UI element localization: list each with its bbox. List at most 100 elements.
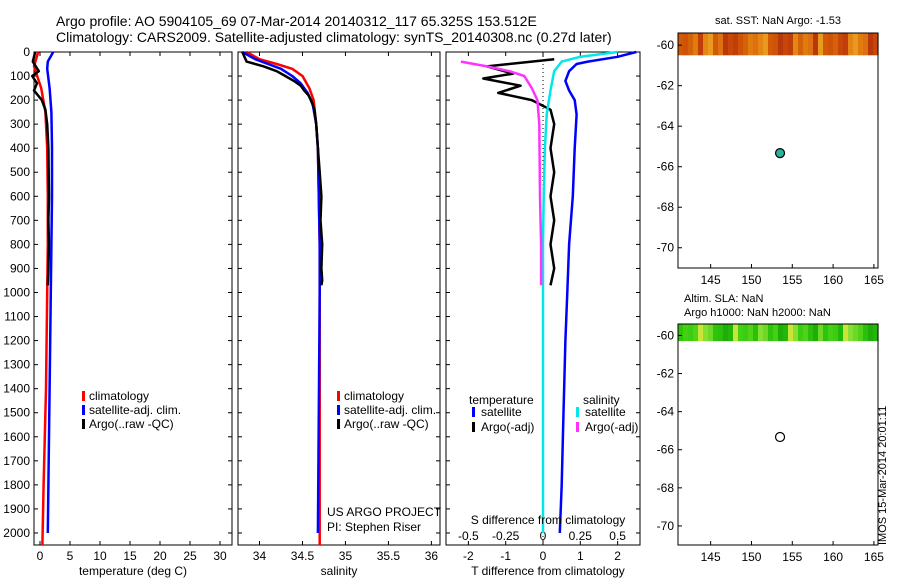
x-tick-label: -1 (500, 549, 511, 563)
strip-cell (848, 33, 854, 56)
argo-position-marker (774, 148, 786, 159)
sst-xticks: 145 150 155 160 165 (701, 264, 884, 287)
x-tick-label: 2 (614, 549, 621, 563)
strip-cell (748, 324, 754, 342)
strip-cell (743, 33, 749, 56)
strip-cell (758, 33, 764, 56)
difference-yticks (446, 51, 640, 534)
strip-cell (678, 33, 684, 56)
strip-cell (798, 33, 804, 56)
strip-cell (728, 324, 734, 342)
x-tick-label: 15 (123, 549, 137, 563)
legend-swatch (82, 391, 85, 401)
header-line-1: Argo profile: AO 5904105_69 07-Mar-2014 … (56, 13, 537, 29)
lon-tick-label: 160 (823, 550, 843, 564)
lat-tick-label: -68 (657, 481, 675, 495)
sst-map: sat. SST: NaN Argo: -1.53 -60-62-64-66-6… (657, 15, 885, 287)
lon-tick-label: 165 (864, 550, 884, 564)
legend-label: satellite (481, 405, 522, 419)
depth-tick-label: 1200 (3, 334, 30, 348)
strip-cell (833, 324, 839, 342)
legend-label: climatology (344, 389, 404, 403)
legend-label: Argo(-adj) (585, 420, 638, 434)
legend-swatch (337, 391, 340, 401)
sla-strip (677, 323, 879, 546)
strip-cell (733, 324, 739, 342)
strip-cell (833, 33, 839, 56)
depth-tick-label: 100 (10, 69, 30, 83)
strip-cell (873, 33, 879, 56)
strip-cell (748, 33, 754, 56)
strip-cell (683, 33, 689, 56)
temperature-panel: 0100200300400500600700800900100011001200… (3, 45, 233, 578)
strip-cell (783, 324, 789, 342)
strip-cell (853, 33, 859, 56)
strip-cell (718, 33, 724, 56)
strip-cell (828, 324, 834, 342)
imos-credit: IMOS 15-Mar-2014 20:01:11 (877, 406, 889, 545)
x-tick-label: 35.5 (377, 549, 401, 563)
strip-cell (723, 324, 729, 342)
difference-xticks: -2 -1 0 1 2 (463, 52, 621, 563)
legend-label: satellite-adj. clim. (89, 403, 181, 417)
legend-swatch (337, 405, 340, 415)
sst-marker (774, 148, 786, 159)
x-tick-label: 30 (213, 549, 227, 563)
temperature-lines (30, 51, 55, 546)
x-tick-label: 35 (339, 549, 353, 563)
strip-cell (688, 324, 694, 342)
strip-cell (738, 324, 744, 342)
depth-tick-label: 200 (10, 93, 30, 107)
series-line (541, 50, 618, 533)
strip-cell (873, 324, 879, 342)
strip-cell (818, 324, 824, 342)
legend-swatch (472, 407, 475, 417)
strip-cell (773, 33, 779, 56)
strip-cell (798, 324, 804, 342)
x-tick-label: 1 (577, 549, 584, 563)
depth-tick-label: 400 (10, 141, 30, 155)
legend-label: Argo(..raw -QC) (344, 417, 429, 431)
strip-cell (683, 324, 689, 342)
salinity-frame (237, 51, 441, 546)
strip-cell (693, 324, 699, 342)
legend-swatch (337, 419, 340, 429)
lat-tick-label: -68 (657, 200, 675, 214)
x-tick-label: 0 (37, 549, 44, 563)
x-tick-label: 5 (67, 549, 74, 563)
lat-tick-label: -64 (657, 119, 675, 133)
strip-cell (788, 324, 794, 342)
depth-tick-label: 700 (10, 213, 30, 227)
sla-yticks: -60 -62 -64 -66 -68 -70 (657, 328, 682, 533)
strip-cell (813, 33, 819, 56)
lon-tick-label: 160 (823, 273, 843, 287)
strip-cell (818, 33, 824, 56)
strip-cell (688, 33, 694, 56)
strip-cell (728, 33, 734, 56)
difference-lines (460, 50, 637, 545)
legend-label: Argo(-adj) (481, 420, 534, 434)
strip-cell (698, 324, 704, 342)
salinity-yticks (238, 51, 440, 534)
strip-cell (703, 324, 709, 342)
sla-xticks: 145 150 155 160 165 (701, 541, 884, 564)
lat-tick-label: -62 (657, 79, 675, 93)
sst-title: sat. SST: NaN Argo: -1.53 (715, 15, 841, 27)
strip-cell (743, 324, 749, 342)
lat-tick-label: -70 (657, 519, 675, 533)
legend-label: satellite-adj. clim. (344, 403, 436, 417)
strip-cell (718, 324, 724, 342)
strip-cell (753, 33, 759, 56)
strip-cell (843, 33, 849, 56)
lat-tick-label: -60 (657, 328, 675, 342)
lat-tick-label: -64 (657, 405, 675, 419)
strip-cell (698, 33, 704, 56)
sst-strip (677, 32, 879, 269)
s-tick-label: -0.5 (458, 529, 479, 543)
pi-annotation: PI: Stephen Riser (327, 520, 421, 534)
legend-swatch (82, 405, 85, 415)
strip-cell (763, 33, 769, 56)
strip-cell (843, 324, 849, 342)
x-tick-label: 36 (425, 549, 439, 563)
